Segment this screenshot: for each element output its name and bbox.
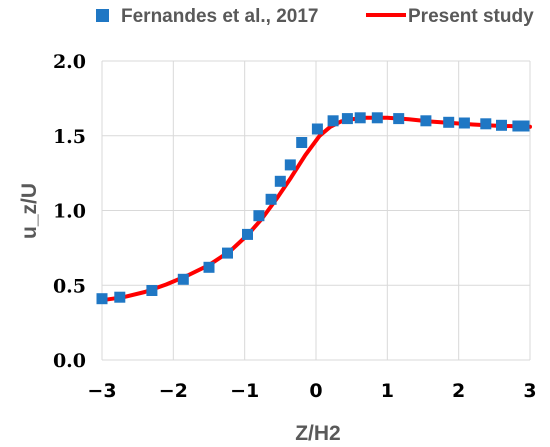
fernandes-point [242,228,253,240]
y-tick-label: 0.0 [53,350,86,372]
fernandes-point [265,193,277,205]
x-tick-label: −2 [159,380,188,402]
legend-label-present: Present study [408,6,534,27]
fernandes-point [371,112,383,124]
fernandes-point [284,159,296,171]
x-tick-label: 0 [309,380,322,402]
x-tick-label: −1 [230,380,259,402]
y-axis-label: u_z/U [18,183,41,239]
x-tick-labels: −3 −2 −1 0 1 2 3 [87,380,536,402]
fernandes-point [393,113,405,125]
fernandes-point [512,120,524,132]
y-tick-label: 1.5 [53,126,86,148]
fernandes-point [354,112,366,124]
gridlines [101,60,531,361]
fernandes-point [458,117,470,129]
fernandes-point [96,293,108,305]
fernandes-point [480,118,492,130]
fernandes-point [420,115,432,127]
fernandes-point [146,285,158,296]
legend-label-fernandes: Fernandes et al., 2017 [121,6,319,27]
fernandes-point [496,119,507,131]
y-tick-label: 0.5 [53,275,86,297]
fernandes-point [341,113,353,125]
fernandes-point [311,123,323,135]
fernandes-point [253,210,265,222]
fernandes-point [296,137,308,148]
x-tick-label: −3 [87,380,116,402]
fernandes-point [177,273,189,285]
x-tick-label: 2 [452,380,465,402]
series-fernandes [96,112,530,305]
fernandes-point [327,115,339,127]
fernandes-point [518,120,530,132]
fernandes-point [274,175,286,187]
x-tick-label: 3 [523,380,536,402]
fernandes-point [443,116,455,128]
fernandes-point [114,291,126,303]
legend-marker-fernandes [96,9,109,22]
fernandes-point [203,261,215,273]
x-tick-label: 1 [381,380,394,402]
legend: Fernandes et al., 2017 Present study [96,6,534,27]
y-tick-label: 1.0 [53,201,86,223]
y-tick-label: 2.0 [53,51,86,73]
fernandes-point [222,247,233,259]
y-tick-labels: 0.0 0.5 1.0 1.5 2.0 [53,51,86,372]
x-axis-label: Z/H2 [295,422,341,445]
